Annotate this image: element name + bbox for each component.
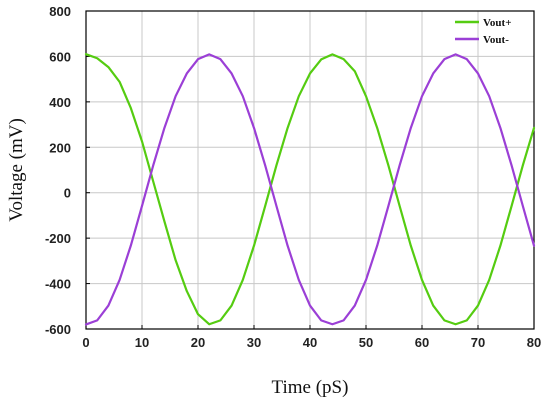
y-axis-title: Voltage (mV): [6, 118, 27, 222]
x-axis-title: Time (pS): [272, 377, 349, 398]
y-tick-label: 200: [49, 140, 71, 155]
tick-labels: 0 10 20 30 40 50 60 70 80 -600 -400 -200 0 200 400 600 8…: [45, 4, 541, 350]
x-tick-label: 60: [415, 335, 429, 350]
series-line-1: [84, 53, 536, 326]
x-tick-label: 0: [82, 335, 89, 350]
x-tick-label: 50: [359, 335, 373, 350]
y-tick-label: 600: [49, 49, 71, 64]
x-tick-label: 10: [135, 335, 149, 350]
x-tick-label: 40: [303, 335, 317, 350]
y-tick-label: -200: [45, 231, 71, 246]
y-tick-label: 400: [49, 95, 71, 110]
x-tick-label: 70: [471, 335, 485, 350]
x-tick-label: 20: [191, 335, 205, 350]
x-tick-label: 80: [527, 335, 541, 350]
x-tick-label: 30: [247, 335, 261, 350]
y-tick-label: -600: [45, 322, 71, 337]
y-tick-label: -400: [45, 277, 71, 292]
y-tick-label: 800: [49, 4, 71, 19]
axes: [85, 10, 535, 330]
legend: Vout+ Vout-: [455, 17, 511, 46]
series-line-2: [84, 53, 536, 326]
series-layer: [84, 53, 536, 326]
legend-label: Vout+: [483, 17, 511, 29]
legend-label: Vout-: [483, 34, 509, 46]
y-tick-label: 0: [64, 186, 71, 201]
